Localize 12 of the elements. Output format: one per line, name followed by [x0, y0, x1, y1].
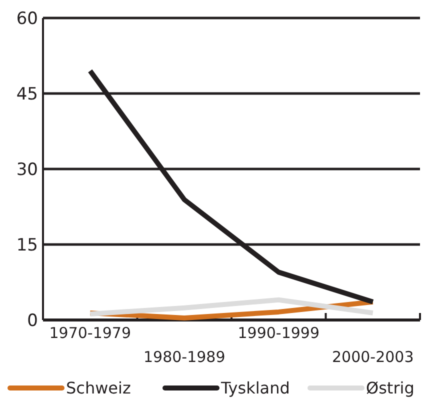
y-tick-label: 0 [27, 310, 38, 331]
x-tick-label: 1970-1979 [49, 324, 132, 342]
y-tick-label: 60 [16, 8, 38, 29]
x-tick-label: 1990-1999 [238, 324, 320, 342]
legend-label: Østrig [366, 378, 414, 398]
legend-label: Schweiz [66, 378, 131, 398]
x-tick-label: 1980-1989 [143, 348, 226, 366]
y-tick-label: 30 [16, 160, 38, 180]
x-tick-label: 2000-2003 [332, 348, 414, 366]
y-tick-label: 15 [16, 235, 38, 256]
legend-label: Tyskland [220, 378, 290, 398]
y-tick-label: 45 [16, 84, 38, 104]
